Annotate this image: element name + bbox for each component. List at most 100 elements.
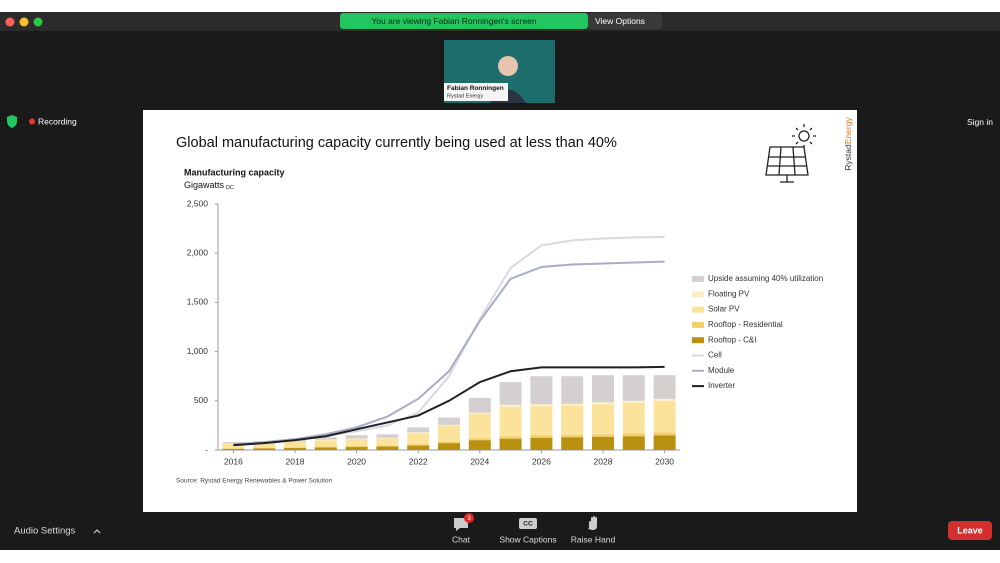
toolbar xyxy=(0,512,1000,550)
chat-badge xyxy=(464,513,474,523)
bar-segment xyxy=(653,375,676,399)
bar-segment xyxy=(376,445,399,447)
bar-segment xyxy=(561,437,584,450)
bar-segment xyxy=(222,443,245,449)
x-tick-label: 2024 xyxy=(470,456,489,466)
line xyxy=(233,260,665,446)
bar-segment xyxy=(530,406,553,436)
recording-label: Recording xyxy=(38,116,77,126)
chat-badge-count: 3 xyxy=(467,515,471,522)
y-tick-label: 1,500 xyxy=(187,297,209,307)
legend-label: Solar PV xyxy=(708,305,740,314)
chat-icon[interactable] xyxy=(454,518,468,531)
y-tick-label: 1,000 xyxy=(187,346,209,356)
bar-segment xyxy=(561,405,584,435)
bar-segment xyxy=(499,406,522,437)
legend-label: Module xyxy=(708,366,735,375)
bar-segment xyxy=(253,448,276,450)
cc-text[interactable]: CC xyxy=(523,521,533,528)
bar-segment xyxy=(622,436,645,450)
banner xyxy=(340,13,588,29)
bar-segment xyxy=(438,443,460,450)
recording-dot xyxy=(29,118,35,125)
bar-segment xyxy=(438,425,460,442)
x-tick-label: 2022 xyxy=(409,456,428,466)
captions-label[interactable]: Show Captions xyxy=(499,534,556,544)
bar-segment xyxy=(530,435,553,438)
x-tick-label: 2030 xyxy=(655,456,674,466)
banner-text: You are viewing Fabian Ronningen's scree… xyxy=(371,16,537,26)
bar-segment xyxy=(530,376,553,405)
audio-settings[interactable]: Audio Settings xyxy=(14,526,76,537)
x-tick-label: 2020 xyxy=(347,456,366,466)
y-label: Manufacturing capacity xyxy=(184,167,285,177)
legend-swatch xyxy=(692,291,704,298)
cc-icon[interactable] xyxy=(519,518,537,529)
x-tick-label: 2026 xyxy=(532,456,551,466)
bar-segment xyxy=(530,404,553,407)
raise-hand-label[interactable]: Raise Hand xyxy=(571,534,616,544)
y-unit-text: Gigawatts xyxy=(184,180,225,190)
bar-segment xyxy=(407,445,430,450)
legend-swatch xyxy=(692,321,704,328)
bar-segment xyxy=(561,376,584,404)
y-tick-label: 2,500 xyxy=(187,198,209,208)
x-tick-label: 2028 xyxy=(594,456,613,466)
bar-segment xyxy=(530,437,553,450)
bar-segment xyxy=(222,442,245,444)
x-tick-label: 2018 xyxy=(286,456,305,466)
bar-segment xyxy=(592,404,614,435)
chart-title: Global manufacturing capacity currently … xyxy=(176,135,617,151)
security-icon xyxy=(7,115,17,128)
view-options-label[interactable]: View Options xyxy=(595,16,645,26)
bar-segment xyxy=(314,437,337,440)
bar-segment xyxy=(653,435,676,450)
bar-segment xyxy=(407,427,430,433)
zoom-button[interactable] xyxy=(33,17,43,27)
bar-segment xyxy=(622,402,645,434)
sign-in[interactable]: Sign in xyxy=(967,117,993,127)
close-button[interactable] xyxy=(5,17,15,27)
bar-segment xyxy=(499,404,522,407)
bar-segment xyxy=(499,438,522,450)
leave-label[interactable]: Leave xyxy=(957,525,983,535)
y-tick-label: - xyxy=(205,444,208,454)
legend-label: Upside assuming 40% utilization xyxy=(708,274,823,283)
caret[interactable] xyxy=(93,529,101,534)
y-tick-label: 2,000 xyxy=(187,247,209,257)
view-options[interactable] xyxy=(588,13,662,29)
legend-label: Inverter xyxy=(708,381,735,390)
bar-segment xyxy=(314,440,337,447)
bar-segment xyxy=(592,402,614,405)
bar-segment xyxy=(622,433,645,437)
bar-segment xyxy=(284,448,306,450)
x-tick-label: 2016 xyxy=(224,456,243,466)
raise-hand-icon[interactable] xyxy=(587,516,597,530)
y-unit-sub: DC xyxy=(226,185,234,191)
bar-segment xyxy=(345,439,368,447)
bar-segment xyxy=(592,434,614,437)
bar-segment xyxy=(407,433,430,445)
bar-segment xyxy=(653,398,676,401)
legend-swatch xyxy=(692,276,704,282)
bar-segment xyxy=(407,432,430,434)
bar-segment xyxy=(438,441,460,444)
chart: - 500 1,000 1,500 2,000 2,500 2016 2018 2020 2022… xyxy=(187,198,823,466)
bar-segment xyxy=(314,446,337,448)
bar-segment xyxy=(468,440,491,450)
bar-segment xyxy=(499,382,522,405)
leave-button[interactable] xyxy=(948,521,992,540)
line xyxy=(233,365,665,447)
legend-label: Rooftop - Residential xyxy=(708,320,783,329)
legend-swatch xyxy=(692,306,704,313)
bar-segment xyxy=(314,447,337,450)
y-unit: Gigawatts DC xyxy=(184,180,234,191)
bar-segment xyxy=(253,442,276,449)
bar-segment xyxy=(592,436,614,450)
bar-segment xyxy=(345,446,368,448)
bar-segment xyxy=(592,375,614,403)
bar-segment xyxy=(499,436,522,439)
minimize-button[interactable] xyxy=(19,17,29,27)
chat-label[interactable]: Chat xyxy=(452,534,471,544)
